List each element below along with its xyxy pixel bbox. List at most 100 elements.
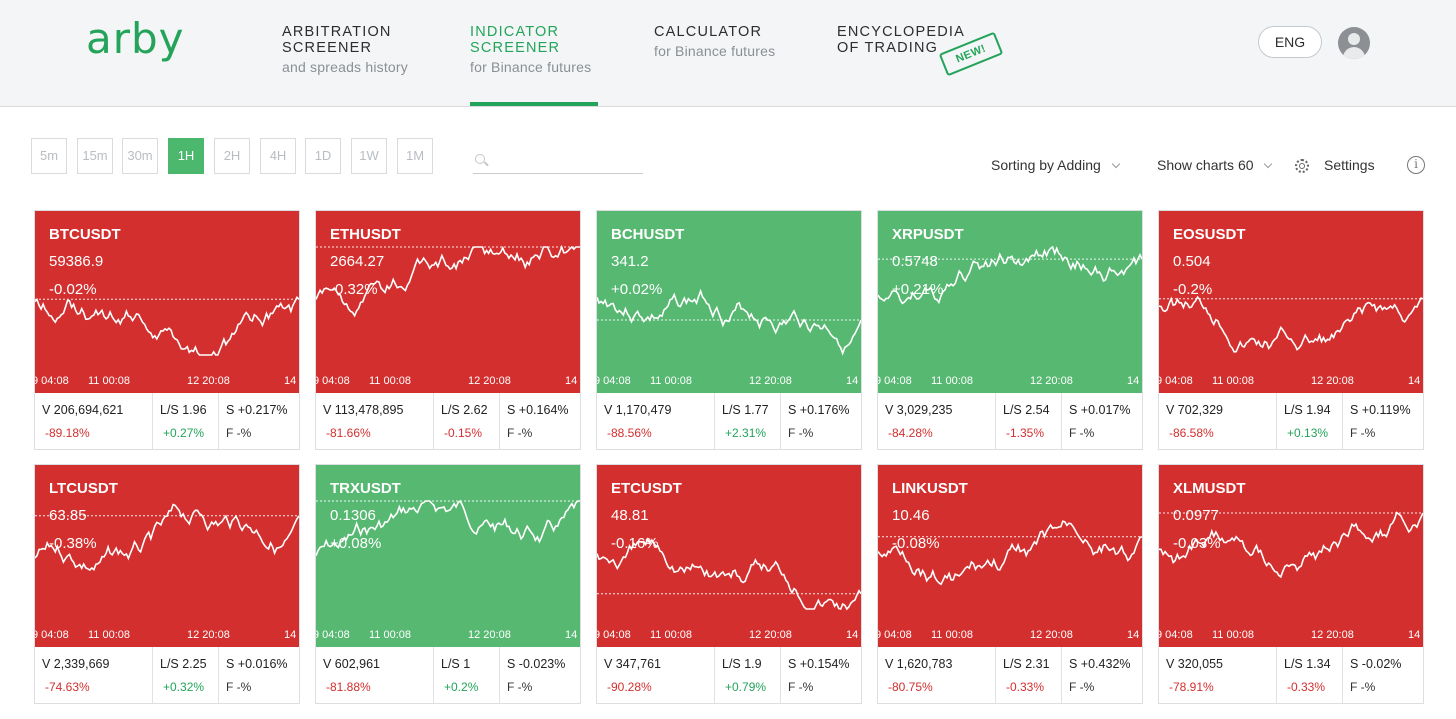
change-label: -0.2% [1173,281,1213,298]
show-charts-value: 60 [1237,157,1254,173]
nav-arbitration-screener[interactable]: ARBITRATION SCREENER and spreads history [282,24,408,75]
x-tick-label: 11 00:08 [1212,629,1255,641]
spread-cell: S -0.02% F -% [1342,647,1423,703]
timeframe-30m[interactable]: 30m [122,138,158,174]
nav-indicator-screener[interactable]: INDICATOR SCREENER for Binance futures [470,24,591,75]
language-button[interactable]: ENG [1258,26,1322,58]
info-icon[interactable]: i [1407,156,1425,174]
funding-value: F -% [507,426,533,440]
search-input[interactable] [473,148,643,174]
chart-card[interactable]: ETHUSDT 2664.27 -0.32% 9 04:08 11 00:08 12 20… [315,210,581,450]
price-label: 10.46 [892,507,930,524]
sorting-value: Adding [1057,157,1101,173]
show-charts-dropdown[interactable]: Show charts 60 [1157,157,1273,173]
volume-change: -88.56% [607,426,652,440]
mini-chart[interactable]: BCHUSDT 341.2 +0.02% 9 04:08 11 00:08 12 20:0… [597,211,861,393]
x-tick-label: 14 16 [284,375,299,387]
nav-title-line1: ARBITRATION [282,24,392,40]
change-label: -0.02% [49,281,97,298]
spread-value: S +0.164% [507,403,569,417]
mini-chart[interactable]: BTCUSDT 59386.9 -0.02% 9 04:08 11 00:08 12 20… [35,211,299,393]
timeframe-4h[interactable]: 4H [260,138,296,174]
timeframe-1h[interactable]: 1H [168,138,204,174]
user-avatar-icon[interactable] [1338,27,1370,59]
symbol-label: LTCUSDT [49,480,118,497]
chart-card[interactable]: BCHUSDT 341.2 +0.02% 9 04:08 11 00:08 12 20:0… [596,210,862,450]
volume-change: -89.18% [45,426,90,440]
x-tick-label: 14 16 [1408,375,1423,387]
symbol-label: TRXUSDT [330,480,401,497]
mini-chart[interactable]: XLMUSDT 0.0977 -0.03% 9 04:08 11 00:08 12 20:… [1159,465,1423,647]
long-short-change: -0.33% [1287,680,1326,694]
price-line-chart [597,465,861,647]
timeframe-1d[interactable]: 1D [305,138,341,174]
long-short-cell: L/S 1.77 +2.31% [714,393,780,449]
arby-logo[interactable]: arby [86,14,185,63]
volume-change: -86.58% [1169,426,1214,440]
long-short-value: L/S 2.62 [441,403,488,417]
volume-value: V 3,029,235 [885,403,953,417]
chart-card[interactable]: XLMUSDT 0.0977 -0.03% 9 04:08 11 00:08 12 20:… [1158,464,1424,704]
stats-row: V 113,478,895 -81.66% L/S 2.62 -0.15% S +0.1… [316,393,580,449]
mini-chart[interactable]: ETHUSDT 2664.27 -0.32% 9 04:08 11 00:08 12 20… [316,211,580,393]
spread-value: S +0.016% [226,657,288,671]
mini-chart[interactable]: XRPUSDT 0.5748 +0.21% 9 04:08 11 00:08 12 20:… [878,211,1142,393]
spread-value: S +0.154% [788,657,850,671]
active-nav-underline [470,102,598,106]
x-tick-label: 14 16 [846,375,861,387]
nav-subtitle: for Binance futures [470,59,592,75]
volume-value: V 602,961 [323,657,380,671]
x-tick-label: 11 00:08 [650,629,693,641]
timeframe-5m[interactable]: 5m [31,138,67,174]
mini-chart[interactable]: ETCUSDT 48.81 -0.16% 9 04:08 11 00:08 12 20:0… [597,465,861,647]
nav-encyclopedia[interactable]: ENCYCLOPEDIA OF TRADING [837,24,965,56]
long-short-cell: L/S 1.94 +0.13% [1276,393,1342,449]
timeframe-1m[interactable]: 1M [397,138,433,174]
stats-row: V 1,170,479 -88.56% L/S 1.77 +2.31% S +0.176… [597,393,861,449]
spread-cell: S +0.119% F -% [1342,393,1423,449]
spread-cell: S +0.154% F -% [780,647,861,703]
long-short-cell: L/S 1.34 -0.33% [1276,647,1342,703]
timeframe-15m[interactable]: 15m [77,138,113,174]
timeframe-1w[interactable]: 1W [351,138,387,174]
volume-cell: V 602,961 -81.88% [316,647,433,703]
x-tick-label: 14 16 [846,629,861,641]
volume-cell: V 3,029,235 -84.28% [878,393,995,449]
long-short-value: L/S 1 [441,657,471,671]
x-tick-label: 12 20:08 [1030,629,1073,641]
x-tick-label: 11 00:08 [931,629,974,641]
volume-value: V 347,761 [604,657,661,671]
mini-chart[interactable]: EOSUSDT 0.504 -0.2% 9 04:08 11 00:08 12 20:08… [1159,211,1423,393]
long-short-value: L/S 2.31 [1003,657,1050,671]
long-short-change: +2.31% [725,426,767,440]
gear-icon[interactable] [1295,159,1309,173]
x-axis-labels: 9 04:08 11 00:08 12 20:08 14 16 [597,375,861,389]
x-axis-labels: 9 04:08 11 00:08 12 20:08 14 16 [1159,629,1423,643]
timeframe-2h[interactable]: 2H [214,138,250,174]
price-label: 2664.27 [330,253,385,270]
long-short-value: L/S 1.34 [1284,657,1331,671]
symbol-label: LINKUSDT [892,480,968,497]
price-label: 63.85 [49,507,87,524]
stats-row: V 3,029,235 -84.28% L/S 2.54 -1.35% S +0.017… [878,393,1142,449]
x-tick-label: 9 04:08 [316,375,350,387]
chart-card[interactable]: LTCUSDT 63.85 -0.38% 9 04:08 11 00:08 12 20:0… [34,464,300,704]
symbol-label: ETCUSDT [611,480,682,497]
mini-chart[interactable]: LINKUSDT 10.46 -0.08% 9 04:08 11 00:08 12 20:… [878,465,1142,647]
volume-change: -84.28% [888,426,933,440]
mini-chart[interactable]: LTCUSDT 63.85 -0.38% 9 04:08 11 00:08 12 20:0… [35,465,299,647]
long-short-change: -1.35% [1006,426,1045,440]
volume-cell: V 113,478,895 -81.66% [316,393,433,449]
chart-card[interactable]: EOSUSDT 0.504 -0.2% 9 04:08 11 00:08 12 20:08… [1158,210,1424,450]
nav-calculator[interactable]: CALCULATOR for Binance futures [654,24,775,59]
chart-card[interactable]: LINKUSDT 10.46 -0.08% 9 04:08 11 00:08 12 20:… [877,464,1143,704]
chart-card[interactable]: TRXUSDT 0.1306 +0.08% 9 04:08 11 00:08 12 20:… [315,464,581,704]
stats-row: V 602,961 -81.88% L/S 1 +0.2% S -0.023% F -% [316,647,580,703]
chart-card[interactable]: BTCUSDT 59386.9 -0.02% 9 04:08 11 00:08 12 20… [34,210,300,450]
chart-card[interactable]: XRPUSDT 0.5748 +0.21% 9 04:08 11 00:08 12 20:… [877,210,1143,450]
search-icon [475,154,485,164]
sorting-dropdown[interactable]: Sorting by Adding [991,157,1120,173]
chart-card[interactable]: ETCUSDT 48.81 -0.16% 9 04:08 11 00:08 12 20:0… [596,464,862,704]
settings-button[interactable]: Settings [1324,157,1375,173]
mini-chart[interactable]: TRXUSDT 0.1306 +0.08% 9 04:08 11 00:08 12 20:… [316,465,580,647]
